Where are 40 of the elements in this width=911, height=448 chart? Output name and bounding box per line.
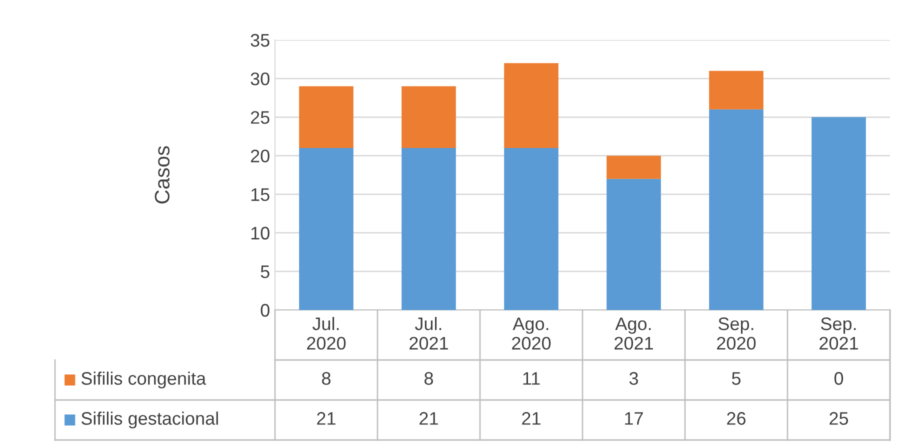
- legend-label: Sifilis congenita: [81, 372, 206, 388]
- y-tick-label: 35: [250, 34, 270, 47]
- data-label: 3: [629, 372, 638, 385]
- bar: [812, 117, 866, 310]
- data-label: 17: [625, 412, 643, 425]
- x-tick-label: Ago. 2020: [512, 318, 551, 350]
- y-tick-label: 10: [251, 226, 270, 240]
- y-axis-title: Casos: [154, 146, 170, 204]
- bar: [709, 70, 764, 110]
- data-label: 25: [830, 412, 848, 425]
- data-label: 21: [420, 412, 438, 425]
- bar: [709, 109, 764, 310]
- bar: [606, 156, 661, 179]
- data-label: 21: [522, 412, 540, 425]
- bar: [504, 63, 558, 148]
- x-tick-label: Jul. 2020: [307, 316, 346, 350]
- data-label: 11: [523, 372, 540, 385]
- x-tick-label: Sep. 2020: [717, 317, 756, 350]
- bar: [402, 86, 456, 148]
- x-tick-label: Sep. 2021: [820, 317, 858, 350]
- y-tick-label: 30: [250, 72, 270, 86]
- data-label: 0: [834, 372, 844, 385]
- y-tick-label: 5: [260, 266, 270, 278]
- y-tick-label: 20: [250, 150, 270, 162]
- data-label: 8: [322, 372, 330, 385]
- legend-label: Sifilis gestacional: [81, 412, 218, 428]
- data-label: 26: [727, 412, 746, 425]
- x-tick-label: Jul. 2021: [410, 316, 448, 350]
- bar: [606, 178, 661, 310]
- bar: [299, 148, 354, 310]
- bar: [402, 148, 456, 310]
- data-label: 8: [424, 372, 433, 385]
- x-tick-label: Ago. 2021: [614, 318, 653, 350]
- bar: [504, 148, 558, 310]
- data-label: 5: [732, 372, 741, 385]
- bar: [299, 86, 354, 148]
- y-tick-label: 15: [251, 188, 270, 202]
- data-label: 21: [317, 412, 336, 425]
- y-tick-label: 25: [250, 111, 270, 124]
- y-tick-label: 0: [260, 304, 270, 317]
